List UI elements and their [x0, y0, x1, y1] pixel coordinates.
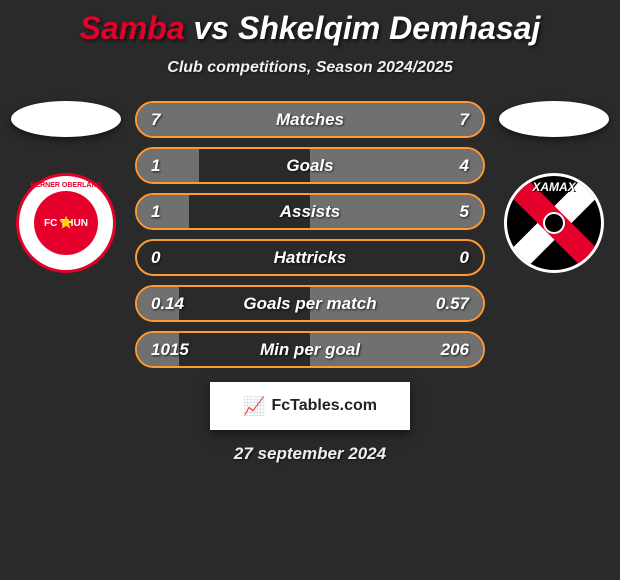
- right-crest: XAMAX: [504, 173, 604, 273]
- stat-row: 1Goals4: [135, 147, 485, 184]
- stat-row: 7Matches7: [135, 101, 485, 138]
- left-crest: BERNER OBERLAND FC THUN ★: [16, 173, 116, 273]
- left-side: BERNER OBERLAND FC THUN ★: [7, 101, 125, 273]
- stat-right-value: 4: [460, 156, 469, 176]
- stat-right-value: 0: [460, 248, 469, 268]
- stat-label: Hattricks: [137, 248, 483, 268]
- player1-name: Samba: [80, 10, 185, 46]
- page-title: Samba vs Shkelqim Demhasaj: [0, 10, 620, 47]
- stat-right-value: 206: [441, 340, 469, 360]
- comparison-card: Samba vs Shkelqim Demhasaj Club competit…: [0, 0, 620, 580]
- subtitle: Club competitions, Season 2024/2025: [0, 59, 620, 77]
- stat-right-value: 0.57: [436, 294, 469, 314]
- date-label: 27 september 2024: [0, 444, 620, 464]
- chart-icon: 📈: [243, 396, 265, 417]
- stat-right-value: 7: [460, 110, 469, 130]
- stat-label: Assists: [137, 202, 483, 222]
- stat-row: 1015Min per goal206: [135, 331, 485, 368]
- crest-inner: FC THUN ★: [34, 191, 98, 255]
- crest-top-label: BERNER OBERLAND: [30, 182, 101, 189]
- right-flag: [499, 101, 609, 137]
- stat-row: 0Hattricks0: [135, 239, 485, 276]
- stat-right-value: 5: [460, 202, 469, 222]
- stat-row: 1Assists5: [135, 193, 485, 230]
- stat-label: Min per goal: [137, 340, 483, 360]
- branding-text: FcTables.com: [271, 397, 377, 415]
- crest-inner: XAMAX: [509, 178, 599, 268]
- left-flag: [11, 101, 121, 137]
- stat-label: Matches: [137, 110, 483, 130]
- branding-badge[interactable]: 📈 FcTables.com: [210, 382, 410, 430]
- stat-row: 0.14Goals per match0.57: [135, 285, 485, 322]
- main-row: BERNER OBERLAND FC THUN ★ 7Matches7 1Goal…: [0, 101, 620, 368]
- right-side: XAMAX: [495, 101, 613, 273]
- stat-label: Goals per match: [137, 294, 483, 314]
- stat-label: Goals: [137, 156, 483, 176]
- star-icon: ★: [59, 213, 73, 233]
- player2-name: Shkelqim Demhasaj: [238, 10, 540, 46]
- stats-column: 7Matches7 1Goals4 1Assists5 0Hattricks0 0.14…: [135, 101, 485, 368]
- vs-text: vs: [185, 10, 238, 46]
- crest-text: XAMAX: [509, 180, 599, 194]
- ball-icon: [543, 212, 565, 234]
